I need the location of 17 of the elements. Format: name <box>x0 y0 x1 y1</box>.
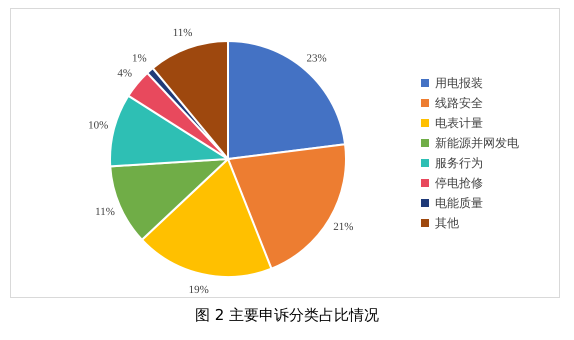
legend-label: 线路安全 <box>435 95 483 112</box>
data-label: 4% <box>117 68 132 80</box>
legend-label: 电表计量 <box>435 115 483 132</box>
legend-label: 用电报装 <box>435 75 483 92</box>
legend-label: 服务行为 <box>435 155 483 172</box>
data-label: 11% <box>95 206 115 218</box>
data-label: 19% <box>188 284 209 296</box>
legend-label: 停电抢修 <box>435 175 483 192</box>
legend-label: 其他 <box>435 215 459 232</box>
data-label: 1% <box>132 52 147 64</box>
text: 图 2 主要申诉分类占比情况 <box>194 306 380 325</box>
data-label: 10% <box>88 120 108 132</box>
data-label: 11% <box>172 26 192 39</box>
legend-label: 电能质量 <box>435 195 483 212</box>
data-label: 23% <box>306 52 327 64</box>
data-label: 21% <box>333 221 354 234</box>
legend-label: 新能源并网发电 <box>435 135 519 152</box>
